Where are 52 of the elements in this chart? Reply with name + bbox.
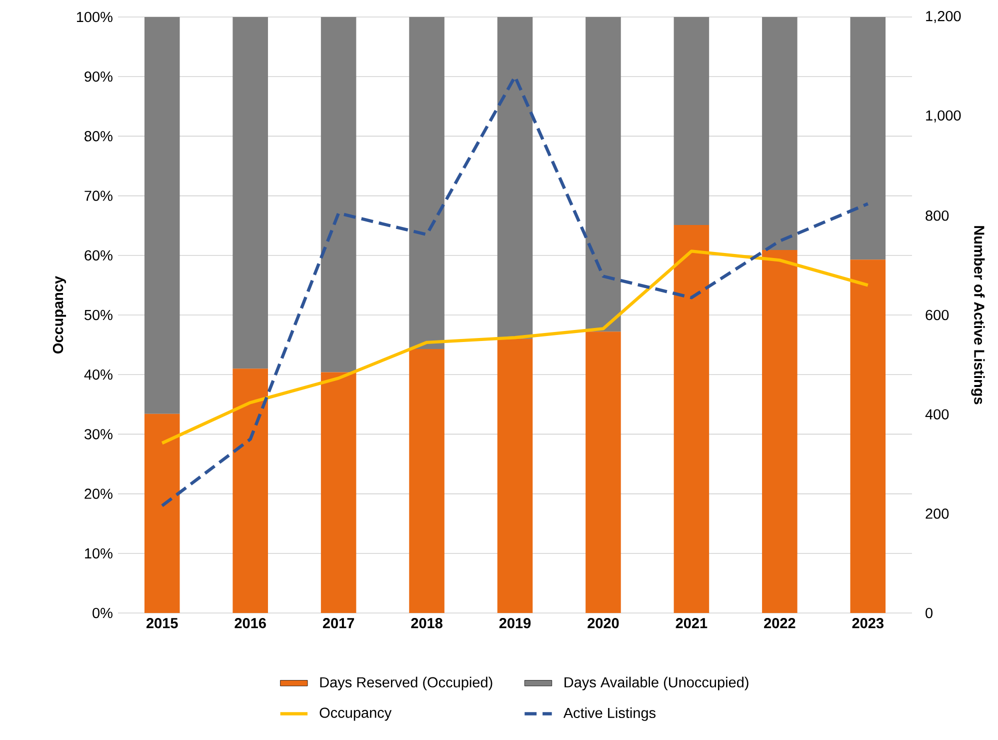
bar	[320, 16, 356, 372]
x-tick-label: 2019	[499, 618, 531, 628]
legend-label: Occupancy	[320, 708, 392, 721]
y2-tick-label: 800	[926, 210, 949, 221]
bar	[409, 16, 444, 349]
line-series	[160, 250, 870, 445]
y-axis-title: Occupancy	[52, 276, 66, 354]
y-tick-label: 90%	[84, 71, 112, 82]
y2-axis-title: Number of Active Listings	[971, 226, 985, 404]
x-tick-label: 2015	[146, 618, 178, 628]
bar	[144, 16, 180, 414]
x-tick-label: 2018	[411, 618, 442, 628]
legend-label: Days Available (Unoccupied)	[564, 676, 748, 690]
legend-label: Days Reserved (Occupied)	[320, 676, 492, 690]
y-tick-label: 0%	[92, 608, 112, 618]
x-tick-label: 2023	[852, 618, 884, 628]
y-tick-label: 80%	[84, 131, 112, 142]
bar	[850, 16, 886, 260]
bar	[232, 16, 268, 369]
y-tick-label: 30%	[84, 429, 112, 440]
y2-tick-label: 600	[926, 310, 949, 320]
y-tick-label: 70%	[84, 190, 112, 201]
y-tick-label: 100%	[76, 12, 112, 22]
x-tick-label: 2022	[764, 618, 796, 628]
y-tick-label: 40%	[84, 369, 112, 380]
y-tick-label: 10%	[85, 548, 112, 559]
y2-tick-label: 0	[926, 608, 933, 618]
bar	[762, 250, 798, 613]
y-tick-label: 60%	[84, 250, 112, 261]
y2-tick-label: 1,000	[926, 110, 961, 122]
bar	[674, 225, 710, 613]
x-tick-label: 2021	[676, 618, 708, 628]
x-tick-label: 2016	[234, 618, 266, 628]
bar	[586, 332, 621, 613]
bar	[850, 260, 886, 613]
x-tick-label: 2017	[322, 618, 354, 628]
y2-tick-label: 1,200	[926, 11, 961, 23]
bar	[497, 16, 533, 339]
bar	[232, 368, 268, 613]
bar	[674, 16, 710, 225]
bar	[762, 16, 798, 250]
y-tick-label: 50%	[84, 310, 112, 320]
bar	[320, 372, 356, 613]
bar	[144, 414, 180, 613]
bar	[409, 348, 444, 613]
y2-tick-label: 400	[925, 409, 949, 420]
y-tick-label: 20%	[84, 488, 112, 499]
bar	[586, 16, 621, 332]
legend-label: Active Listings	[563, 707, 656, 721]
y2-tick-label: 200	[926, 508, 949, 519]
x-tick-label: 2020	[588, 618, 619, 628]
bar	[497, 338, 533, 613]
